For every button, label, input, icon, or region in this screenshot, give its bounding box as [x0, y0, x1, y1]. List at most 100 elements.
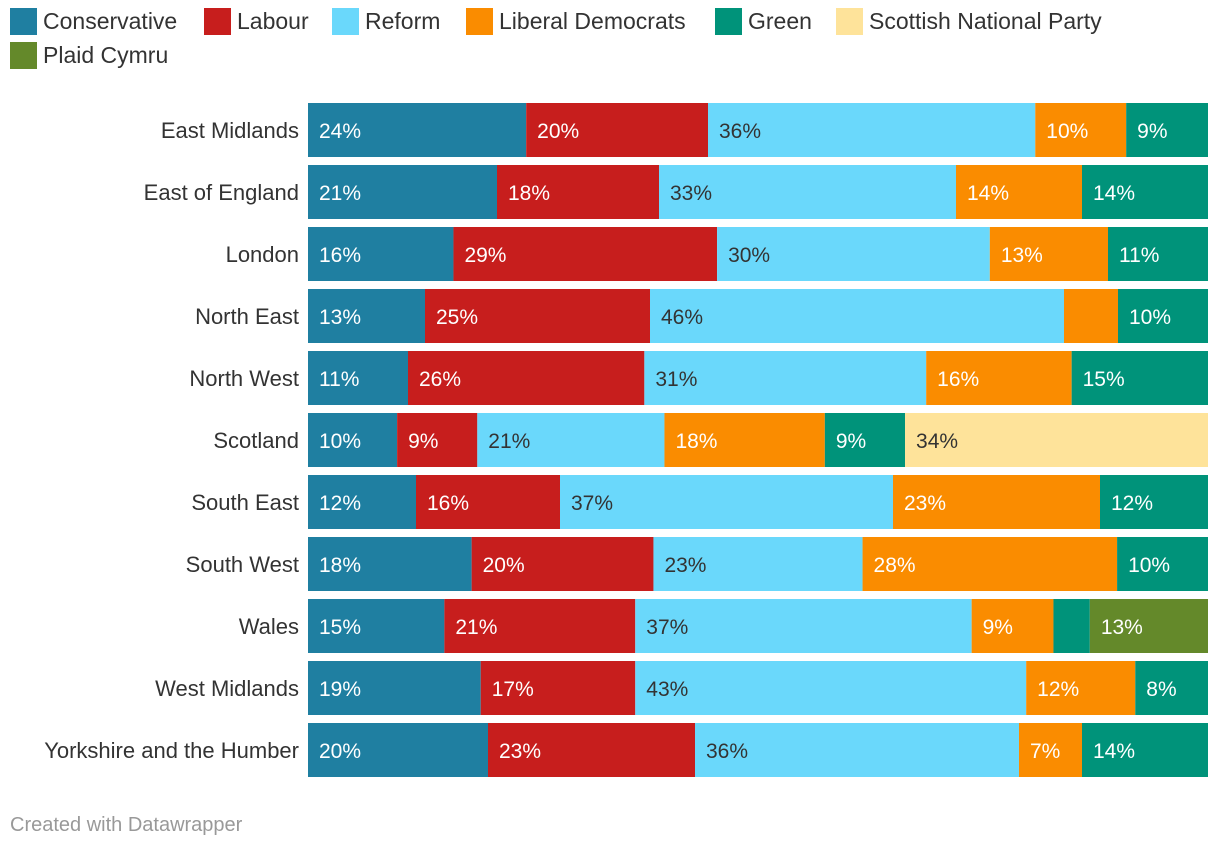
legend-label: Labour [237, 7, 309, 34]
bar-value-label: 29% [464, 244, 506, 267]
bar-segment [956, 165, 1082, 219]
row-label: South West [186, 552, 299, 577]
bar-value-label: 26% [419, 368, 461, 391]
bar-segment [308, 723, 488, 777]
bar-segment [971, 599, 1054, 653]
bar-value-label: 31% [655, 368, 697, 391]
bar-segment [862, 537, 1118, 591]
bar-segment [425, 289, 650, 343]
bar-value-label: 15% [1083, 368, 1125, 391]
bar-segment [488, 723, 695, 777]
bar-segment [635, 599, 972, 653]
legend-swatch [715, 7, 742, 35]
bar-segment [480, 661, 636, 715]
row-label: West Midlands [155, 676, 299, 701]
bar-segment [664, 413, 825, 467]
bar-value-label: 13% [319, 306, 361, 329]
bar-value-label: 23% [904, 492, 946, 515]
bar-segment [408, 351, 645, 405]
bar-value-label: 10% [1128, 554, 1170, 577]
row-label: North West [189, 366, 299, 391]
row-label: East of England [144, 180, 299, 205]
bar-segment [308, 537, 472, 591]
bar-segment [308, 165, 497, 219]
bar-value-label: 11% [319, 368, 359, 391]
bar-segment [308, 227, 454, 281]
bar-segment [1117, 537, 1208, 591]
bar-segment [635, 661, 1027, 715]
bar-value-label: 36% [706, 740, 748, 763]
row-label: London [226, 242, 299, 267]
bar-segment [926, 351, 1072, 405]
row-label: Wales [239, 614, 299, 639]
bar-segment [308, 103, 527, 157]
bar-value-label: 13% [1001, 244, 1043, 267]
bar-value-label: 14% [967, 182, 1009, 205]
bar-value-label: 37% [571, 492, 613, 515]
bar-segment [695, 723, 1019, 777]
legend-swatch [10, 41, 37, 69]
bar-value-label: 24% [319, 120, 361, 143]
bar-value-label: 18% [675, 430, 717, 453]
bar-segment [453, 227, 718, 281]
bar-segment [644, 351, 927, 405]
bar-value-label: 14% [1093, 182, 1135, 205]
row-label: East Midlands [161, 118, 299, 143]
bar-value-label: 21% [319, 182, 361, 205]
bar-value-label: 13% [1101, 616, 1143, 639]
bar-segment [1071, 351, 1208, 405]
bar-segment [308, 661, 481, 715]
footer-credit: Created with Datawrapper [10, 814, 243, 836]
bar-segment [905, 413, 1208, 467]
bar-segment [1082, 165, 1208, 219]
legend-item-labour: Labour [204, 6, 309, 36]
bar-segment [1100, 475, 1208, 529]
bar-segment [1026, 661, 1136, 715]
bar-value-label: 12% [1037, 678, 1079, 701]
bar-segment [308, 413, 398, 467]
bar-value-label: 19% [319, 678, 361, 701]
bar-value-label: 20% [483, 554, 525, 577]
bar-value-label: 16% [427, 492, 469, 515]
bar-value-label: 9% [983, 616, 1013, 639]
bar-segment [893, 475, 1100, 529]
legend-item-conservative: Conservative [10, 6, 177, 36]
bar-value-label: 46% [661, 306, 703, 329]
bar-value-label: 18% [319, 554, 361, 577]
bar-segment [1035, 103, 1127, 157]
legend-label: Plaid Cymru [43, 41, 169, 68]
row-label: Yorkshire and the Humber [44, 738, 299, 763]
bar-value-label: 16% [319, 244, 361, 267]
legend-item-scottish-national-party: Scottish National Party [836, 6, 1102, 36]
bar-value-label: 7% [1030, 740, 1060, 763]
legend-item-reform: Reform [332, 6, 440, 36]
bar-segment [650, 289, 1064, 343]
legend-label: Green [748, 7, 812, 34]
bar-segment [526, 103, 708, 157]
bar-value-label: 43% [646, 678, 688, 701]
legend-item-green: Green [715, 6, 812, 36]
bar-value-label: 10% [1129, 306, 1171, 329]
bar-segment [1118, 289, 1208, 343]
bar-segment [1108, 227, 1208, 281]
legend-label: Conservative [43, 7, 178, 34]
bar-value-label: 10% [319, 430, 361, 453]
legend-swatch [10, 7, 37, 35]
legend-swatch [836, 7, 863, 35]
bar-value-label: 20% [319, 740, 361, 763]
bar-segment [824, 413, 906, 467]
bar-value-label: 12% [319, 492, 361, 515]
row-label: Scotland [213, 428, 299, 453]
bar-segment [308, 351, 408, 405]
bar-segment [308, 289, 425, 343]
bar-value-label: 9% [836, 430, 866, 453]
bar-segment [1019, 723, 1082, 777]
legend-swatch [204, 7, 231, 35]
legend-label: Liberal Democrats [499, 7, 686, 34]
bar-value-label: 14% [1093, 740, 1135, 763]
bar-segment [1064, 289, 1118, 343]
bar-segment [1053, 599, 1090, 653]
bar-segment [989, 227, 1108, 281]
